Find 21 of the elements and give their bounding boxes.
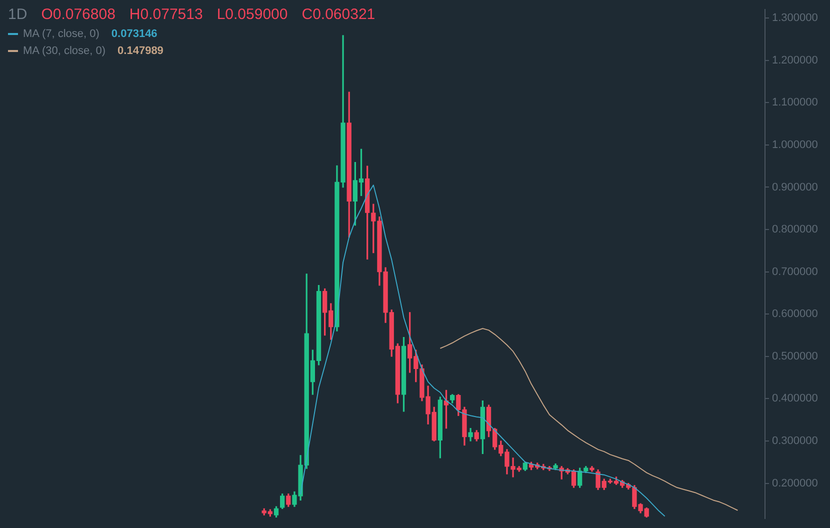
annotation: O0.076808 (41, 6, 116, 23)
y-tick-label: 0.400000 (772, 392, 818, 405)
y-tick-label: 1.100000 (772, 96, 818, 109)
y-tick-label: 0.200000 (772, 477, 818, 490)
y-tick-label: 0.700000 (772, 266, 818, 278)
y-tick-label: 1.200000 (772, 54, 818, 66)
y-tick-label: 1.300000 (772, 12, 818, 24)
annotation: C0.060321 (302, 6, 376, 23)
y-tick-label: 0.800000 (772, 224, 818, 236)
legend-label: MA (7, close, 0) (23, 28, 100, 40)
annotation: 0.147989 (118, 45, 164, 57)
y-tick-label: 0.600000 (772, 308, 818, 320)
y-tick-label: 1.000000 (772, 138, 818, 151)
annotation: 0.073146 (111, 28, 158, 40)
annotation: H0.077513 (129, 6, 203, 23)
legend-label: MA (30, close, 0) (23, 45, 106, 57)
y-tick-label: 0.900000 (772, 181, 818, 194)
chart-title: 1D (8, 6, 28, 23)
y-tick-label: 0.500000 (772, 350, 818, 362)
annotation: L0.059000 (216, 6, 288, 23)
y-tick-label: 0.300000 (772, 435, 818, 448)
